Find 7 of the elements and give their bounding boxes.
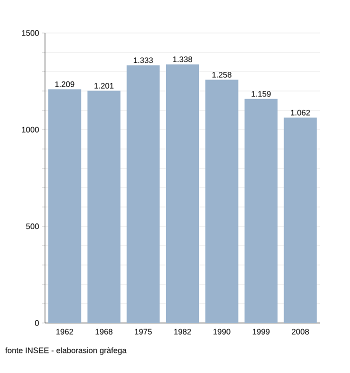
bar (244, 98, 278, 323)
bar (48, 89, 82, 323)
bar (284, 118, 317, 323)
bar (205, 80, 238, 323)
bar (166, 64, 199, 323)
bar (126, 65, 160, 323)
bar (87, 90, 120, 323)
